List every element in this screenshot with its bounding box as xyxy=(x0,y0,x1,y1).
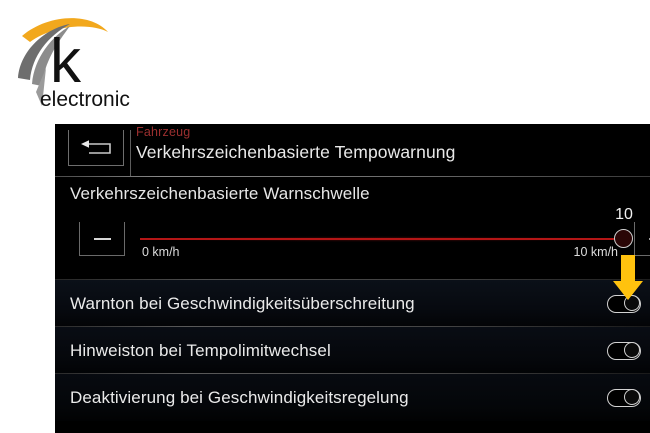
slider-handle[interactable] xyxy=(614,229,633,248)
breadcrumb: Fahrzeug xyxy=(136,125,191,139)
logo-arc-icon xyxy=(22,18,108,42)
slider-value: 10 xyxy=(615,206,633,223)
row-divider xyxy=(55,326,650,327)
slider-section-divider xyxy=(55,279,650,280)
toggle-deaktivierung[interactable] xyxy=(607,388,641,407)
header-separator xyxy=(130,130,131,176)
decrement-button[interactable] xyxy=(79,222,125,256)
logo-swoosh-icon xyxy=(18,24,70,80)
logo-subtitle: electronic xyxy=(40,88,130,111)
setting-row-deaktivierung[interactable]: Deaktivierung bei Geschwindigkeitsregelu… xyxy=(55,374,650,421)
toggle-knob xyxy=(624,389,640,405)
brand-logo: k electronic xyxy=(8,6,198,116)
setting-row-hinweiston[interactable]: Hinweiston bei Tempolimitwechsel xyxy=(55,327,650,374)
header-text-group: Fahrzeug Verkehrszeichenbasierte Tempowa… xyxy=(134,125,650,164)
setting-label: Deaktivierung bei Geschwindigkeitsregelu… xyxy=(70,387,409,407)
logo-letter-k: k xyxy=(50,27,82,96)
threshold-slider[interactable]: 10 0 km/h 10 km/h xyxy=(140,206,633,262)
page-title: Verkehrszeichenbasierte Tempowarnung xyxy=(136,142,456,162)
slider-track xyxy=(140,238,630,240)
infotainment-panel: Fahrzeug Verkehrszeichenbasierte Tempowa… xyxy=(55,124,650,433)
setting-row-warnton[interactable]: Warnton bei Geschwindigkeitsüberschreitu… xyxy=(55,280,650,327)
logo-swoosh-tail-icon xyxy=(36,68,46,106)
toggle-warnton[interactable] xyxy=(607,294,641,313)
minus-icon xyxy=(93,237,111,240)
toggle-hinweiston[interactable] xyxy=(607,341,641,360)
setting-label: Hinweiston bei Tempolimitwechsel xyxy=(70,340,331,360)
slider-min-label: 0 km/h xyxy=(142,245,180,259)
toggle-knob xyxy=(624,295,640,311)
return-arrow-icon xyxy=(81,139,111,154)
plus-icon xyxy=(648,237,650,240)
warning-threshold-section: Verkehrszeichenbasierte Warnschwelle 10 … xyxy=(55,176,650,280)
section-label: Verkehrszeichenbasierte Warnschwelle xyxy=(70,184,370,203)
setting-label: Warnton bei Geschwindigkeitsüberschreitu… xyxy=(70,293,415,313)
toggle-knob xyxy=(624,342,640,358)
header-divider xyxy=(55,176,650,177)
slider-max-label: 10 km/h xyxy=(573,245,618,259)
increment-button[interactable] xyxy=(634,222,650,256)
panel-header: Fahrzeug Verkehrszeichenbasierte Tempowa… xyxy=(55,124,650,177)
back-button[interactable] xyxy=(68,130,124,166)
logo-swoosh-inner-icon xyxy=(32,26,70,86)
row-divider xyxy=(55,373,650,374)
